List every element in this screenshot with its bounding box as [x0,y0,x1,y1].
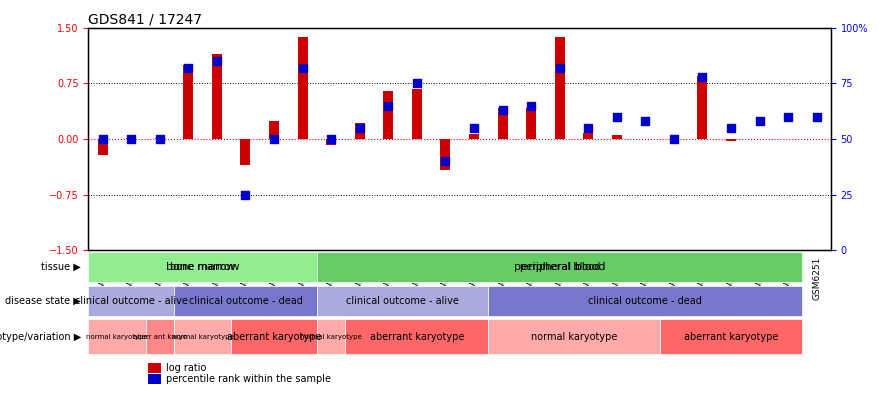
Bar [354,123,365,139]
Bar [498,108,507,139]
Point [667,136,681,142]
Text: normal karyotype: normal karyotype [530,332,617,342]
Text: clinical outcome - alive: clinical outcome - alive [75,295,187,306]
Bar [412,89,422,139]
Point [353,125,367,131]
Point [181,65,195,71]
FancyBboxPatch shape [88,252,316,282]
Point [267,136,281,142]
Bar [726,139,736,141]
FancyBboxPatch shape [316,286,488,316]
Point [124,136,138,142]
Bar [583,133,593,139]
Bar [212,54,222,139]
FancyBboxPatch shape [488,319,659,354]
Bar [148,374,161,384]
Point [324,136,339,142]
Text: tissue ▶: tissue ▶ [42,262,81,272]
Point [467,125,481,131]
Text: peripheral blood: peripheral blood [520,262,599,272]
Text: disease state ▶: disease state ▶ [5,295,81,306]
Text: bone marrow: bone marrow [166,262,240,272]
Text: aberrant karyotype: aberrant karyotype [684,332,778,342]
Point [752,118,766,124]
Bar [98,139,108,155]
Text: clinical outcome - dead: clinical outcome - dead [188,295,302,306]
Bar [554,36,565,139]
Point [153,136,167,142]
FancyBboxPatch shape [316,252,803,282]
Bar [440,139,451,170]
Text: aberr ant karyo: aberr ant karyo [133,334,187,340]
FancyBboxPatch shape [316,252,803,282]
Bar [697,76,707,139]
Bar [240,139,250,165]
Point [610,114,624,120]
Point [724,125,738,131]
FancyBboxPatch shape [346,319,488,354]
FancyBboxPatch shape [88,319,146,354]
Bar [269,120,279,139]
Point [438,158,453,164]
Text: percentile rank within the sample: percentile rank within the sample [166,374,332,385]
Text: aberrant karyotype: aberrant karyotype [227,332,321,342]
Bar [155,137,164,139]
Point [239,192,253,198]
Point [210,58,224,64]
Point [696,74,710,80]
Text: clinical outcome - dead: clinical outcome - dead [589,295,702,306]
Text: peripheral blood: peripheral blood [514,262,606,272]
Text: GDS841 / 17247: GDS841 / 17247 [88,13,202,27]
Point [638,118,652,124]
FancyBboxPatch shape [146,319,174,354]
Bar [384,91,393,139]
Text: genotype/variation ▶: genotype/variation ▶ [0,332,81,342]
FancyBboxPatch shape [659,319,803,354]
FancyBboxPatch shape [488,286,803,316]
Point [524,103,538,109]
Text: aberrant karyotype: aberrant karyotype [370,332,464,342]
Bar [326,139,336,145]
Bar [148,363,161,373]
Text: normal karyotype: normal karyotype [86,334,148,340]
Text: clinical outcome - alive: clinical outcome - alive [347,295,459,306]
Text: normal karyotype: normal karyotype [301,334,362,340]
Bar [526,108,536,139]
Bar [183,65,194,139]
Bar [126,137,136,139]
Point [381,103,395,109]
FancyBboxPatch shape [88,286,174,316]
Point [410,80,424,87]
Text: log ratio: log ratio [166,363,207,373]
FancyBboxPatch shape [232,319,316,354]
Point [581,125,595,131]
Bar [298,36,308,139]
FancyBboxPatch shape [316,319,346,354]
Bar [469,134,479,139]
Point [495,107,509,113]
Point [95,136,110,142]
FancyBboxPatch shape [174,319,232,354]
Point [810,114,824,120]
Text: normal karyotype: normal karyotype [171,334,233,340]
FancyBboxPatch shape [88,252,316,282]
Bar [612,135,621,139]
Point [295,65,309,71]
Point [781,114,796,120]
FancyBboxPatch shape [174,286,316,316]
Point [552,65,567,71]
Text: bone marrow: bone marrow [171,262,235,272]
